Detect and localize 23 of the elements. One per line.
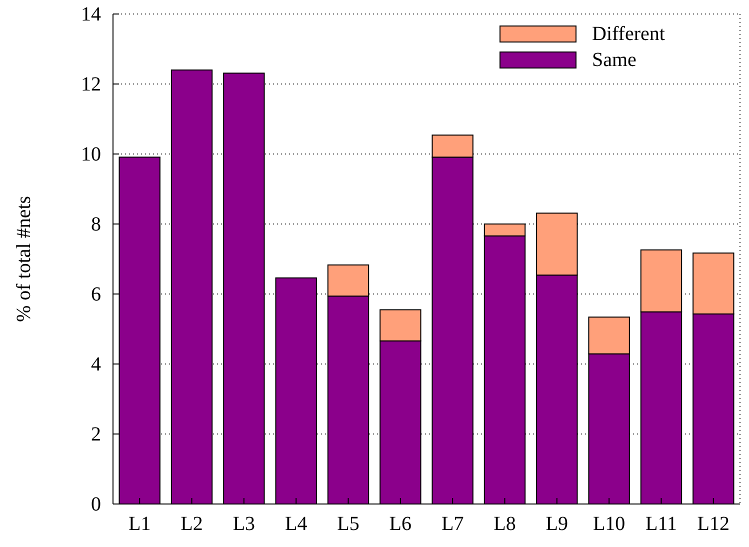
x-tick-label: L6 (389, 513, 412, 536)
legend-label: Different (592, 23, 666, 45)
x-tick-label: L1 (128, 513, 151, 536)
y-tick-label: 8 (91, 213, 101, 236)
y-axis-title: % of total #nets (13, 196, 35, 322)
y-tick-label: 12 (81, 73, 101, 96)
x-tick-label: L10 (592, 513, 626, 536)
x-tick-label: L12 (697, 513, 730, 536)
x-tick-label: L3 (232, 513, 256, 536)
y-tick-label: 14 (81, 3, 101, 26)
y-tick-label: 10 (81, 143, 101, 166)
x-tick-label: L8 (494, 513, 516, 536)
y-tick-label: 6 (91, 283, 101, 306)
y-tick-label: 2 (91, 423, 101, 446)
x-tick-label: L4 (284, 513, 308, 536)
y-tick-label: 4 (91, 353, 101, 376)
legend-label: Same (592, 49, 637, 71)
x-tick-label: L9 (546, 513, 568, 536)
x-tick-label: L5 (337, 513, 360, 536)
x-tick-label: L7 (441, 513, 464, 536)
x-tick-label: L2 (180, 513, 203, 536)
y-tick-label: 0 (91, 493, 101, 516)
x-tick-label: L11 (645, 513, 677, 536)
